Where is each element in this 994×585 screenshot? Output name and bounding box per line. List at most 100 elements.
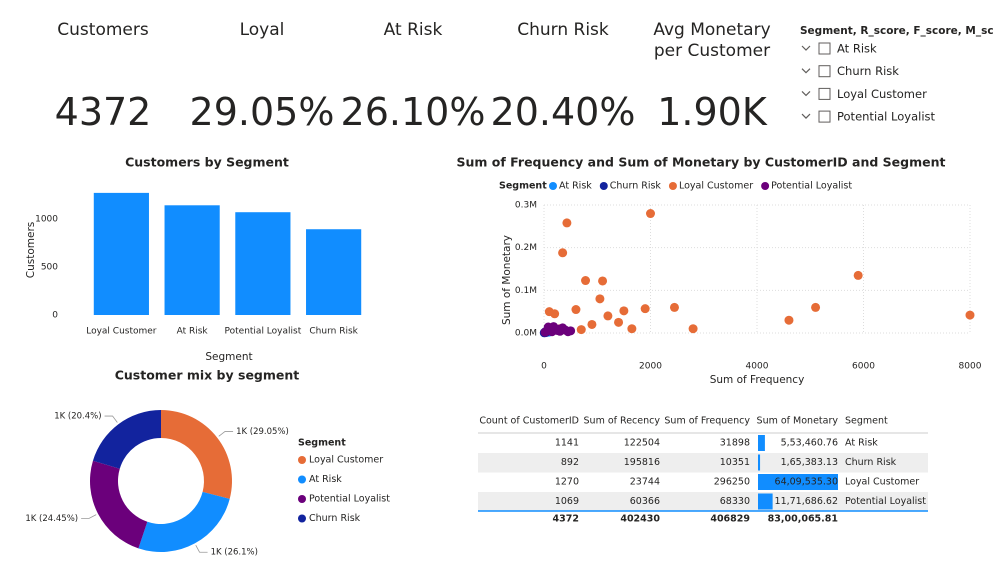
scatter-point[interactable]: [646, 209, 655, 219]
table-cell: 195816: [624, 457, 660, 468]
column-header[interactable]: Segment: [845, 416, 888, 427]
card-value: 4372: [54, 90, 152, 134]
card-value: 20.40%: [490, 90, 636, 134]
data-label: 1K (24.45%): [25, 514, 78, 524]
table-cell: 60366: [630, 496, 660, 507]
slicer-item[interactable]: Potential Loyalist: [837, 110, 936, 124]
y-tick-label: 0: [52, 311, 58, 321]
scatter-point[interactable]: [619, 306, 629, 316]
legend-label[interactable]: At Risk: [309, 474, 342, 485]
table-cell: Loyal Customer: [845, 477, 919, 488]
x-tick-label: 6000: [852, 362, 875, 372]
scatter-point[interactable]: [571, 305, 581, 315]
legend-swatch: [298, 495, 306, 503]
legend-label[interactable]: At Risk: [559, 181, 592, 192]
row-stripe: [478, 492, 928, 512]
card-label: Churn Risk: [517, 20, 609, 40]
scatter-point[interactable]: [784, 315, 794, 325]
scatter-point[interactable]: [614, 317, 624, 327]
kpi-card: Avg Monetary per Customer 1.90K: [637, 20, 787, 140]
column-header[interactable]: Sum of Monetary: [757, 416, 839, 427]
leader-line: [218, 431, 234, 437]
legend-label[interactable]: Churn Risk: [610, 181, 662, 192]
checkbox[interactable]: [818, 110, 831, 123]
column-header[interactable]: Sum of Frequency: [664, 416, 750, 427]
card-label: At Risk: [383, 20, 443, 40]
data-label: 1K (29.05%): [236, 427, 289, 437]
scatter-point[interactable]: [581, 276, 591, 286]
scatter-point[interactable]: [669, 302, 679, 312]
slicer-item[interactable]: Loyal Customer: [837, 87, 927, 101]
scatter-point[interactable]: [627, 324, 637, 334]
slicer-item[interactable]: Churn Risk: [837, 64, 899, 78]
scatter-point[interactable]: [562, 218, 572, 228]
column-header[interactable]: Sum of Recency: [584, 416, 661, 427]
scatter-point[interactable]: [595, 294, 605, 304]
donut-slice[interactable]: [90, 460, 148, 549]
data-label: 1K (26.1%): [211, 548, 258, 558]
legend-title: Segment: [298, 438, 346, 449]
chevron: [801, 113, 811, 119]
chart-title: Sum of Frequency and Sum of Monetary by …: [457, 155, 946, 170]
checkbox[interactable]: [818, 65, 831, 78]
data-bar: [758, 493, 773, 510]
table-cell: 1,65,383.13: [781, 457, 838, 468]
donut-slice[interactable]: [161, 410, 232, 499]
y-axis-title: Sum of Monetary: [501, 235, 513, 325]
scatter-point[interactable]: [587, 319, 597, 329]
legend-swatch: [668, 182, 677, 190]
table-cell: At Risk: [845, 438, 878, 449]
y-tick-label: 0.0M: [515, 329, 537, 339]
table-cell: 122504: [624, 438, 660, 449]
x-tick-label: Potential Loyalist: [225, 327, 302, 337]
legend-label[interactable]: Potential Loyalist: [771, 181, 852, 192]
x-tick-label: 8000: [959, 362, 982, 372]
legend-label[interactable]: Churn Risk: [309, 513, 361, 524]
legend-label[interactable]: Loyal Customer: [309, 455, 383, 466]
total-cell: 406829: [710, 514, 750, 525]
chart-title: Customer mix by segment: [115, 368, 300, 383]
scatter-point[interactable]: [566, 326, 576, 336]
scatter-point[interactable]: [688, 324, 698, 334]
kpi-card: Churn Risk 20.40%: [488, 20, 638, 140]
checkbox[interactable]: [818, 87, 831, 100]
y-axis-title: Customers: [25, 222, 37, 278]
checkbox[interactable]: [818, 42, 831, 55]
legend-swatch: [599, 182, 608, 190]
table-cell: 11,71,686.62: [775, 496, 838, 507]
legend-swatch: [549, 182, 557, 190]
table-cell: Churn Risk: [845, 457, 897, 468]
scatter-point[interactable]: [811, 302, 821, 312]
scatter-point[interactable]: [853, 270, 863, 280]
donut-slice[interactable]: [92, 410, 161, 469]
data-label: 1K (20.4%): [54, 412, 101, 422]
scatter-point[interactable]: [640, 304, 650, 314]
leader-line: [195, 544, 208, 553]
chevron: [801, 90, 811, 97]
scatter-point[interactable]: [598, 276, 608, 286]
chart-title: Customers by Segment: [125, 155, 289, 170]
scatter-point[interactable]: [558, 248, 568, 258]
row-stripe: [478, 453, 928, 473]
card-label: Loyal: [239, 20, 285, 40]
x-tick-label: Loyal Customer: [86, 327, 157, 337]
x-axis-title: Sum of Frequency: [710, 374, 805, 386]
scatter-point[interactable]: [554, 324, 564, 334]
column-header[interactable]: Count of CustomerID: [479, 416, 579, 427]
legend-label[interactable]: Potential Loyalist: [309, 494, 390, 505]
leader-line: [104, 415, 118, 423]
table-cell: 68330: [720, 496, 750, 507]
legend-label[interactable]: Loyal Customer: [679, 181, 753, 192]
slicer-item[interactable]: At Risk: [837, 42, 877, 56]
scatter-point[interactable]: [603, 311, 613, 321]
table-cell: 10351: [720, 457, 750, 468]
scatter-point[interactable]: [544, 307, 554, 317]
data-bar: [758, 454, 761, 471]
scatter-point[interactable]: [965, 310, 975, 320]
total-cell: 4372: [553, 514, 579, 525]
scatter-point[interactable]: [576, 325, 586, 335]
donut-slice[interactable]: [138, 491, 230, 552]
table-cell: 1270: [555, 477, 579, 488]
